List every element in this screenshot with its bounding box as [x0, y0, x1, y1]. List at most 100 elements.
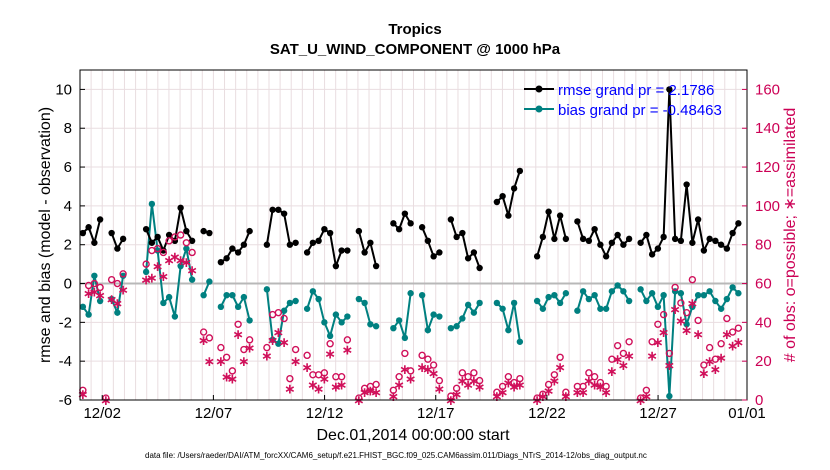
rmse-point [637, 239, 644, 246]
legend-bias: bias grand pr = -0.48463 [558, 102, 722, 119]
x-tick-label: 12/12 [306, 405, 344, 422]
bias-point [608, 288, 616, 295]
obs-possible-point [590, 373, 599, 381]
obs-possible-point [510, 378, 518, 387]
rmse-point [309, 239, 317, 246]
obs-possible-point [274, 308, 283, 317]
rmse-point [418, 224, 426, 231]
obs-possible-point [429, 361, 438, 369]
obs-assimilated-point: ∗ [284, 380, 296, 396]
bias-point [579, 288, 587, 295]
obs-possible-point [464, 373, 472, 381]
obs-assimilated-point: ∗ [687, 295, 699, 311]
x-axis-label: Dec.01,2014 00:00:00 start [316, 427, 510, 444]
obs-assimilated-point: ∗ [365, 382, 377, 398]
rmse-point [556, 212, 564, 219]
rmse-point [177, 204, 184, 212]
rmse-line [392, 211, 412, 231]
rmse-point [447, 216, 455, 223]
obs-assimilated-point: ∗ [537, 388, 549, 404]
bias-series [79, 200, 742, 400]
obs-assimilated-point: ∗ [393, 376, 405, 392]
obs-assimilated-point: ∗ [698, 365, 710, 381]
bias-point [229, 291, 236, 299]
bias-point [217, 303, 225, 311]
y2-tick-label: 60 [755, 276, 772, 293]
obs-assimilated-point: ∗ [186, 262, 198, 278]
obs-possible-point [90, 279, 99, 288]
obs-possible-point [217, 343, 225, 352]
obs-assimilated-point: ∗ [204, 353, 216, 369]
axis-ticks: 12/02 12/07 12/12 12/17 12/22 12/27 01/01 -6 -4 -… [55, 81, 780, 422]
rmse-point [476, 264, 483, 272]
obs-possible-point [291, 345, 300, 354]
obs-possible-point [734, 324, 743, 332]
obs-assimilated-point: ∗ [198, 332, 210, 348]
obs-assimilated-point: ∗ [215, 353, 227, 369]
obs-possible-point [659, 310, 668, 319]
obs-possible-point [418, 351, 426, 360]
obs-assimilated-point: ∗ [681, 322, 693, 338]
obs-possible-point [245, 336, 254, 344]
bias-point [240, 293, 248, 301]
obs-possible-point [671, 283, 679, 292]
bias-point [539, 305, 547, 312]
rmse-point [338, 247, 345, 254]
bias-point [666, 392, 673, 400]
bias-point [355, 295, 363, 303]
obs-assimilated-point: ∗ [577, 384, 589, 400]
obs-assimilated-point: ∗ [290, 353, 302, 369]
obs-assimilated-point: ∗ [669, 301, 681, 317]
obs-possible-point [682, 308, 691, 317]
bias-point [407, 290, 414, 297]
bias-point [545, 293, 552, 301]
obs-assimilated-point: ∗ [710, 361, 722, 377]
obs-assimilated-point: ∗ [278, 334, 290, 350]
obs-possible-point [447, 392, 455, 400]
bias-point [505, 326, 512, 334]
bias-point [367, 321, 374, 328]
bias-point [303, 305, 311, 312]
bias-point [585, 295, 593, 303]
rmse-point [591, 225, 598, 233]
obs-possible-point [625, 338, 633, 346]
rmse-point [643, 231, 650, 239]
obs-possible-point [205, 334, 214, 342]
chart-title: Tropics [388, 21, 441, 38]
obs-assimilated-point: ∗ [238, 353, 250, 369]
rmse-point [545, 208, 552, 215]
rmse-point [96, 216, 104, 223]
rmse-point [91, 239, 98, 246]
rmse-point [108, 229, 115, 237]
obs-possible-point [562, 388, 570, 396]
rmse-point [206, 229, 213, 237]
rmse-line [421, 226, 440, 258]
plot-frame [79, 69, 748, 401]
bias-point [476, 299, 483, 307]
bias-point [562, 290, 570, 297]
rmse-point [395, 225, 403, 233]
x-tick-label: 12/22 [528, 405, 566, 422]
obs-assimilated-point: ∗ [227, 371, 239, 387]
rmse-point [154, 233, 161, 241]
bias-point [648, 290, 656, 297]
rmse-point [229, 245, 236, 252]
rmse-point [516, 167, 524, 175]
bias-point [321, 319, 328, 326]
obs-possible-point [596, 378, 605, 387]
y-tick-label: 0 [64, 276, 72, 293]
y-tick-label: 4 [64, 198, 72, 215]
obs-possible-point [142, 260, 150, 268]
rmse-point [717, 241, 725, 248]
obs-assimilated-point: ∗ [399, 361, 411, 377]
obs-assimilated-point: ∗ [244, 340, 256, 356]
obs-possible-point [280, 314, 288, 323]
obs-assimilated-point: ∗ [543, 382, 555, 398]
obs-possible-point [165, 237, 173, 245]
obs-assimilated-point: ∗ [342, 342, 354, 358]
bias-point [85, 311, 92, 318]
legend: rmse grand pr = 2.1786 bias grand pr = -… [524, 82, 722, 119]
bias-point [447, 324, 455, 332]
obs-possible-point [355, 394, 363, 402]
rmse-point [694, 216, 702, 223]
